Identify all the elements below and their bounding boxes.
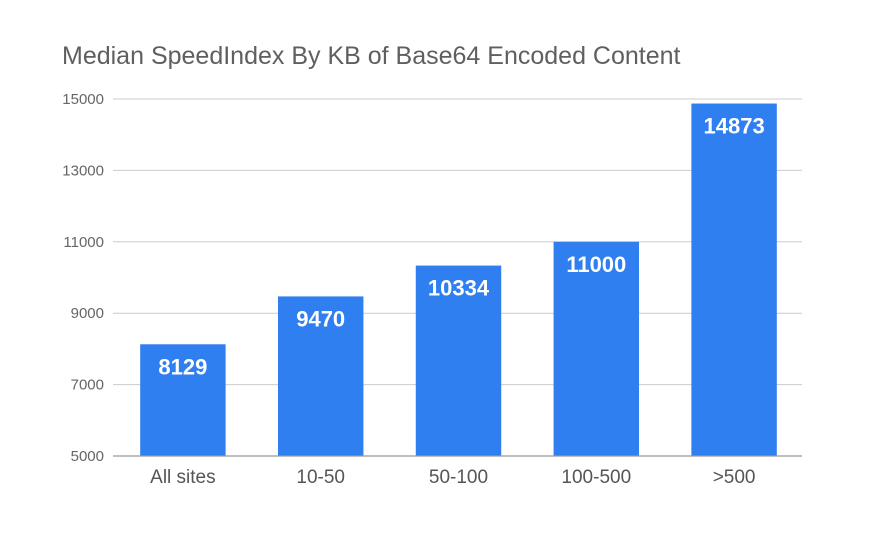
chart-title: Median SpeedIndex By KB of Base64 Encode… — [62, 42, 681, 70]
labels: 5000 7000 9000 11000 13000 15000 8129 All sites… — [62, 91, 764, 488]
bar — [140, 344, 226, 456]
x-tick-label: >500 — [713, 467, 756, 488]
y-tick-label: 13000 — [62, 162, 104, 179]
y-tick-label: 7000 — [71, 377, 104, 394]
x-tick-label: 50-100 — [429, 467, 488, 488]
y-tick-label: 11000 — [63, 234, 104, 251]
x-tick-label: 10-50 — [296, 467, 345, 488]
data-label: 14873 — [704, 114, 765, 139]
bar — [277, 296, 364, 456]
bar — [691, 103, 777, 456]
data-label: 8129 — [158, 354, 207, 379]
bar — [415, 265, 502, 456]
bars — [140, 103, 777, 456]
bar — [553, 241, 640, 456]
y-tick-label: 9000 — [71, 305, 104, 322]
gridlines — [113, 98, 802, 386]
x-tick-label: All sites — [150, 467, 215, 488]
y-tick-label: 5000 — [71, 448, 104, 465]
y-tick-label: 15000 — [62, 91, 104, 108]
data-label: 9470 — [296, 306, 345, 331]
data-label: 11000 — [566, 252, 626, 277]
x-tick-label: 100-500 — [561, 467, 631, 488]
data-label: 10334 — [428, 276, 490, 301]
